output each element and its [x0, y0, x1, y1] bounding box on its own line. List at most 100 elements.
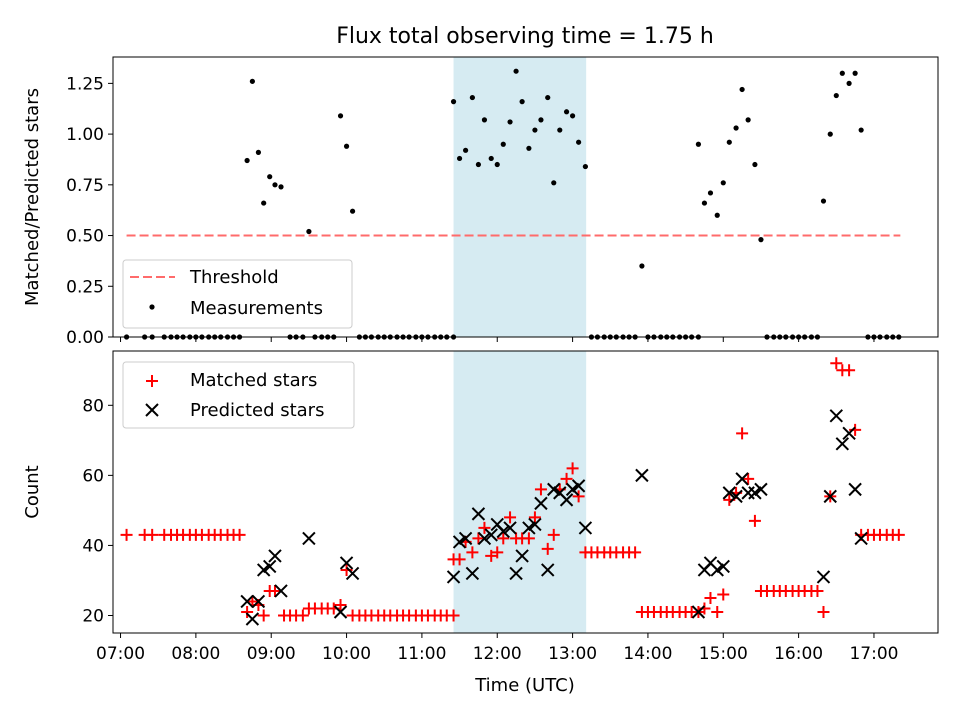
predicted-stars-point [534, 496, 548, 511]
measurement-point [820, 198, 827, 204]
measurement-point [507, 119, 513, 125]
matched-stars-point [830, 357, 843, 370]
measurement-point [839, 70, 845, 76]
ratio-legend: Threshold Measurements [122, 259, 353, 329]
ratio-panel: 0.00 0.25 0.50 0.75 1.00 1.25 Matched/Predict… [22, 56, 939, 348]
count-points [120, 357, 905, 626]
predicted-stars-point [848, 482, 862, 497]
matched-stars-point [843, 364, 856, 377]
predicted-stars-point [263, 559, 277, 574]
matched-stars-point [560, 472, 573, 485]
matched-stars-point [717, 588, 730, 601]
y-tick-label: 40 [82, 536, 104, 556]
chart-title: Flux total observing time = 1.75 h [336, 24, 714, 49]
matched-stars-point [296, 609, 309, 622]
ratio-plot-frame [112, 56, 939, 338]
measurement-point [707, 190, 714, 196]
matched-stars-point [257, 609, 270, 622]
x-tick-label: 14:00 [623, 644, 672, 664]
measurement-point [545, 94, 551, 101]
measurement-point [349, 208, 356, 214]
measurement-point [557, 127, 563, 133]
predicted-stars-point [842, 426, 856, 441]
measurement-point [733, 125, 739, 131]
predicted-stars-point [722, 486, 737, 500]
matched-stars-point [572, 490, 585, 503]
x-tick-label: 13:00 [548, 644, 597, 664]
predicted-stars-point [477, 531, 492, 546]
predicted-stars-point [302, 531, 316, 546]
x-tick-label: 17:00 [849, 644, 898, 664]
predicted-stars-point [522, 521, 536, 535]
matched-stars-point [472, 532, 485, 545]
predicted-stars-point [578, 521, 593, 535]
predicted-stars-point [635, 468, 649, 483]
predicted-stars-point [471, 507, 486, 521]
matched-stars-point [541, 542, 554, 555]
legend-predicted-label: Predicted stars [190, 400, 324, 421]
matched-stars-point [817, 605, 830, 618]
measurement-point [272, 182, 278, 188]
predicted-stars-point [268, 549, 282, 563]
predicted-stars-point [565, 482, 580, 497]
predicted-stars-point [256, 563, 271, 577]
y-axis-ticks: 0.00 0.25 0.50 0.75 1.00 1.25 [66, 74, 113, 348]
x-axis-ticks: 07:00 08:00 09:00 10:00 11:00 12:00 13:00 14:00… [96, 633, 898, 664]
count-plot-frame [112, 350, 939, 634]
legend-predicted-marker [145, 403, 159, 417]
predicted-stars-point [691, 605, 706, 619]
predicted-stars-point [251, 594, 266, 609]
measurement-point [582, 163, 588, 170]
y-axis-ticks: 20 40 60 80 [82, 396, 113, 626]
matched-stars-point [892, 528, 905, 541]
measurement-point [526, 145, 532, 151]
matched-stars-point [146, 528, 159, 541]
measurement-point [249, 78, 255, 84]
measurement-point [278, 184, 284, 190]
highlight-span [453, 57, 587, 337]
measurement-point [551, 180, 557, 186]
y-tick-label: 0.25 [66, 277, 104, 297]
measurement-point [267, 174, 273, 180]
measurement-point [739, 86, 745, 93]
ratio-y-axis-label: Matched/Predicted stars [22, 88, 43, 306]
y-tick-label: 0.50 [66, 227, 104, 247]
predicted-stars-point [465, 566, 480, 581]
predicted-stars-point [339, 556, 354, 570]
predicted-stars-point [274, 584, 288, 598]
measurement-point [343, 143, 350, 149]
measurement-point [481, 117, 488, 123]
predicted-stars-point [823, 489, 837, 504]
matched-stars-point [811, 584, 824, 597]
predicted-stars-point [452, 535, 467, 549]
x-tick-label: 08:00 [171, 644, 220, 664]
measurement-point [538, 117, 544, 123]
measurement-point [563, 109, 570, 115]
predicted-stars-point [503, 521, 517, 535]
y-tick-label: 1.00 [66, 125, 104, 145]
predicted-stars-point [754, 482, 768, 497]
measurement-point [469, 94, 475, 101]
predicted-stars-point [735, 472, 749, 486]
measurement-point [488, 155, 494, 162]
y-tick-label: 0.75 [66, 176, 104, 196]
predicted-stars-point [446, 570, 461, 584]
y-tick-label: 0.00 [66, 328, 104, 348]
count-y-axis-label: Count [22, 465, 43, 518]
measurement-point [701, 200, 708, 206]
predicted-stars-point [559, 493, 574, 507]
measurement-point [456, 155, 463, 162]
matched-stars-point [478, 521, 491, 534]
predicted-stars-point [528, 517, 542, 532]
predicted-stars-point [710, 563, 724, 577]
matched-stars-point [268, 584, 281, 597]
predicted-stars-point [333, 605, 348, 619]
x-axis-label: Time (UTC) [474, 675, 575, 696]
measurement-point [244, 157, 250, 164]
predicted-stars-point [496, 524, 510, 539]
matched-stars-point [453, 553, 466, 566]
measurement-point [532, 127, 538, 133]
measurement-point [494, 161, 500, 168]
measurement-point [720, 180, 726, 186]
